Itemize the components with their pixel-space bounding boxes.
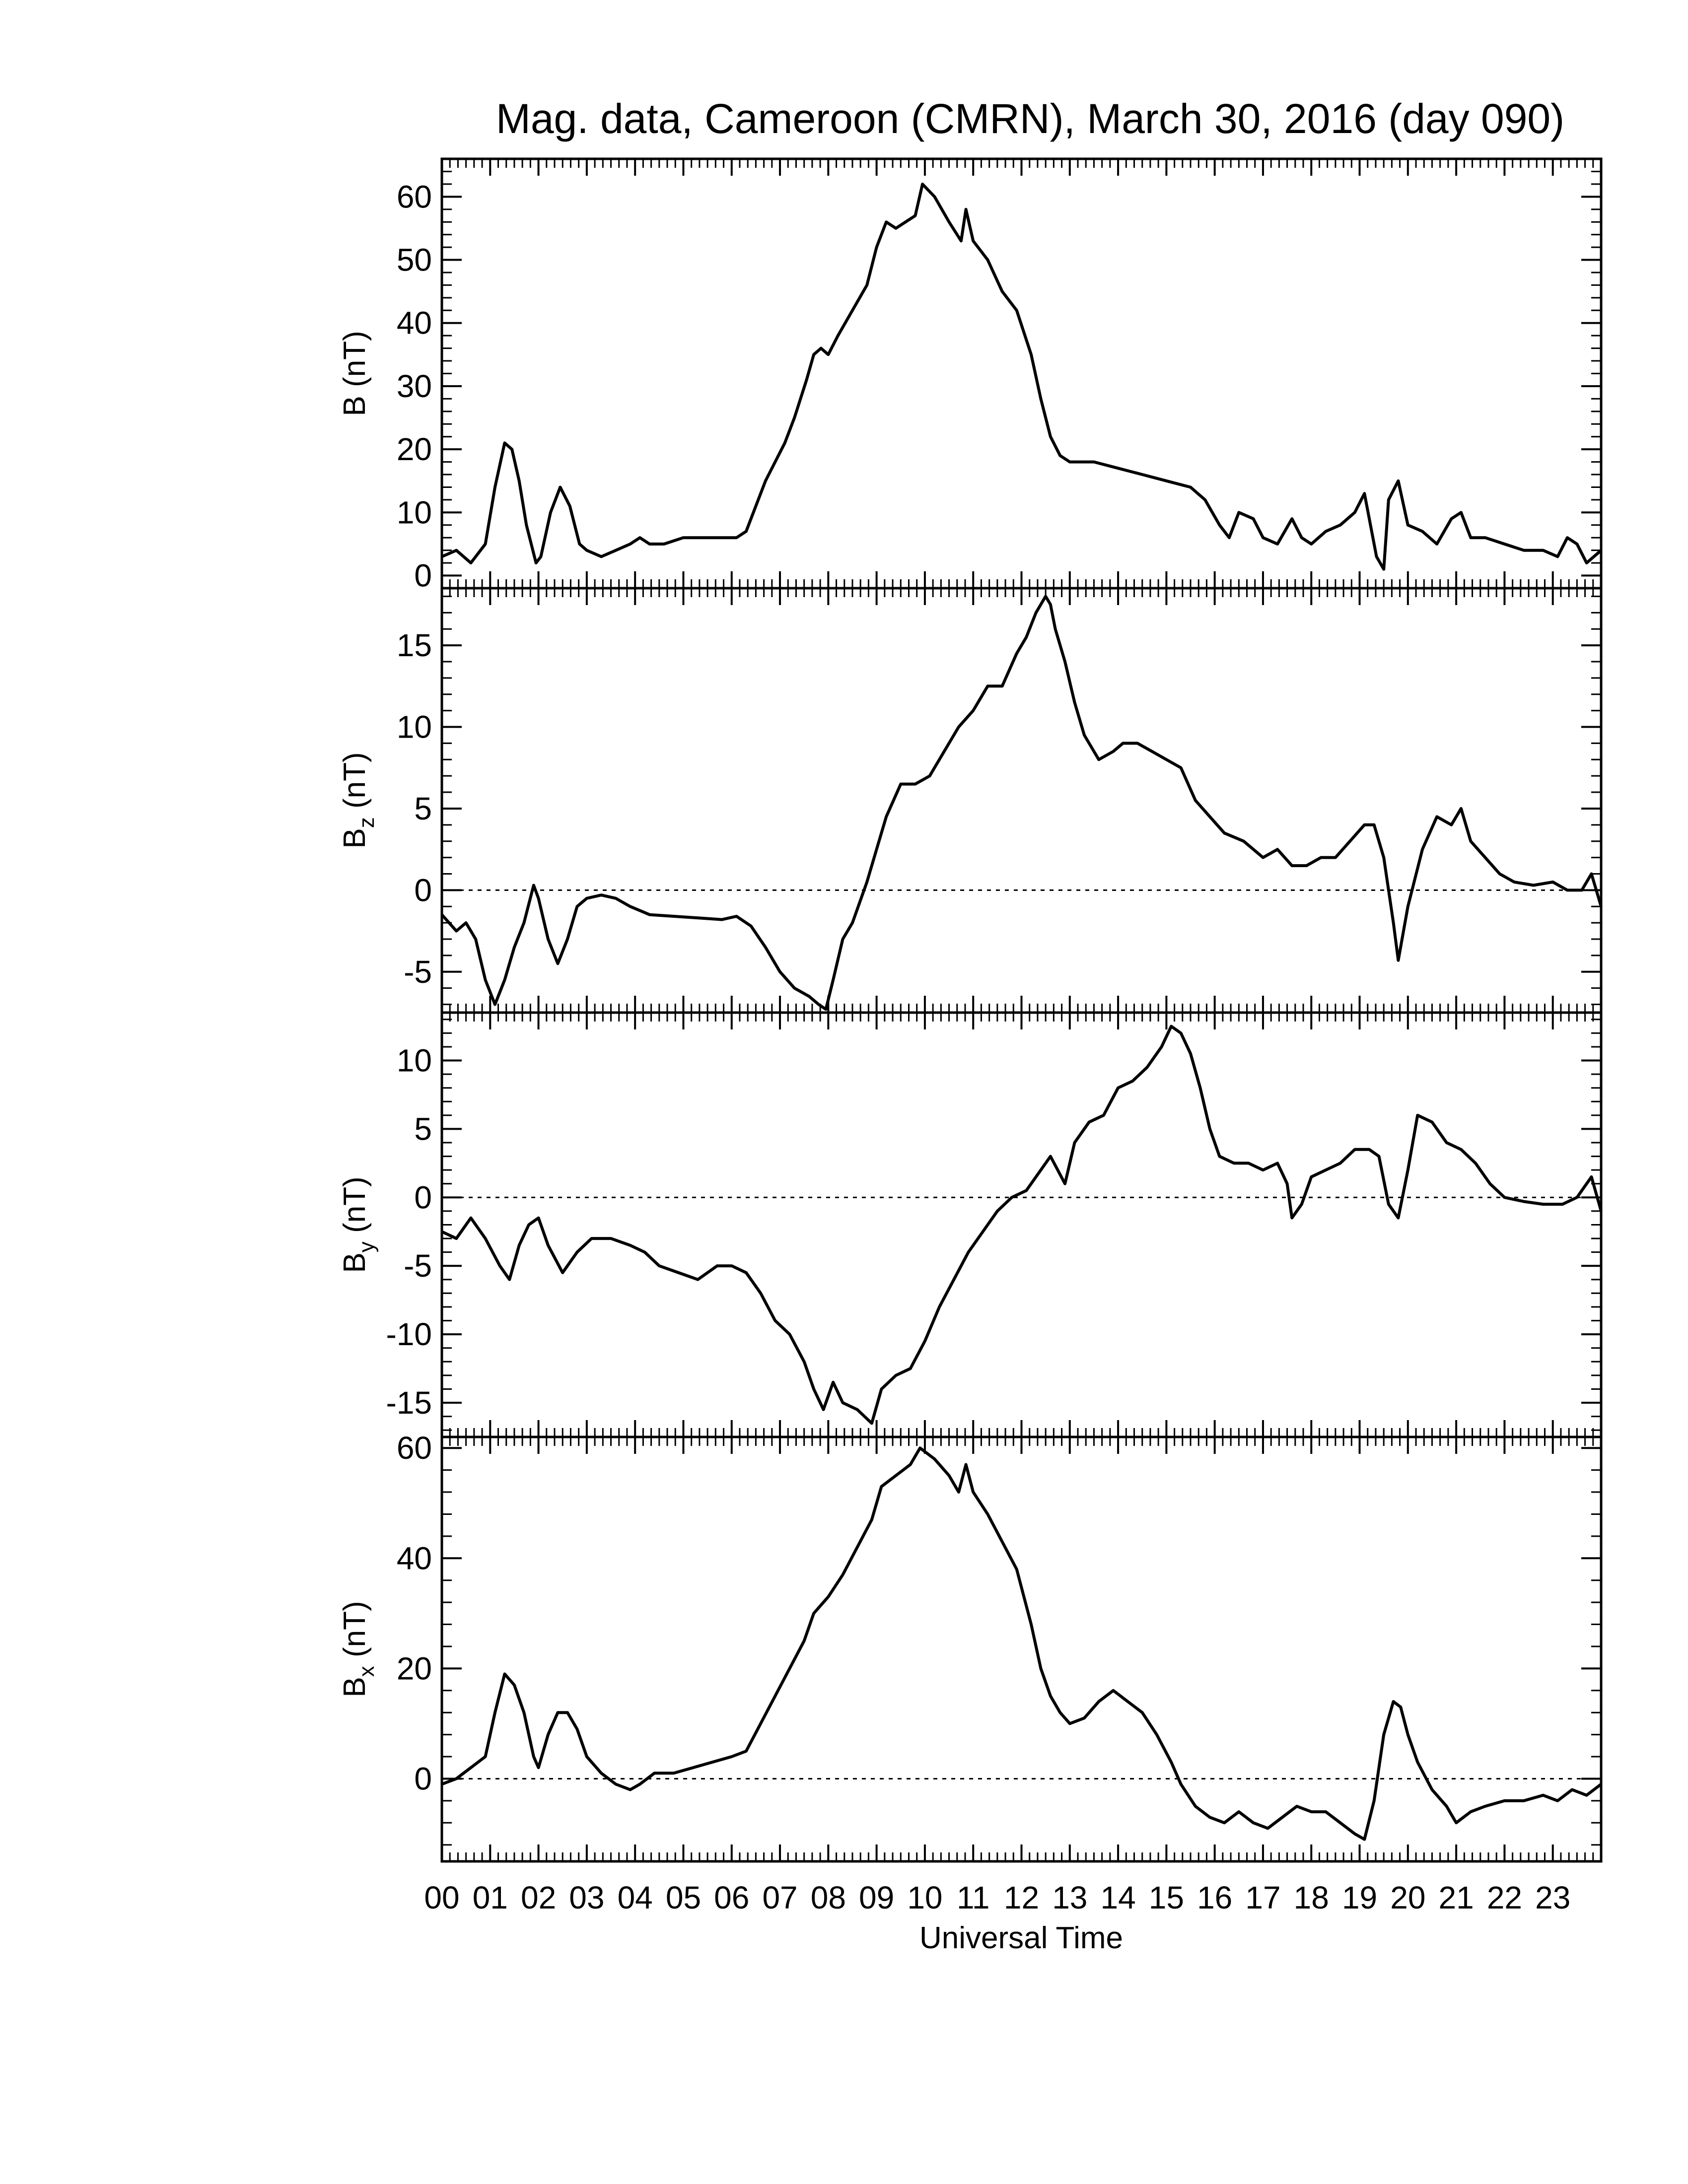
x-tick-label: 22: [1487, 1880, 1522, 1915]
y-tick-label: 20: [397, 431, 432, 467]
panel-bx: 0 20 40 60 Bx (nT): [338, 1430, 1603, 1863]
x-tick-label: 17: [1245, 1880, 1280, 1915]
panel-by: -15 -10 -5 0 5 10 By (nT): [338, 1011, 1603, 1438]
x-tick-label: 01: [473, 1880, 508, 1915]
x-tick-label: 16: [1197, 1880, 1232, 1915]
y-axis-label-main: B (nT): [338, 331, 372, 416]
y-axis-label-main: B: [338, 1252, 372, 1273]
y-tick-label: 60: [397, 1430, 432, 1466]
y-axis-label-unit: (nT): [338, 1176, 372, 1241]
x-tick-label: 20: [1390, 1880, 1425, 1915]
bx-trace: [441, 1446, 1602, 1841]
x-tick-label: 02: [521, 1880, 556, 1915]
x-tick-label: 14: [1100, 1880, 1135, 1915]
x-ticks: [441, 1437, 1602, 1861]
y-axis-label: By (nT): [338, 1176, 379, 1273]
x-tick-label: 09: [859, 1880, 894, 1915]
y-ticks: -5 0 5 10 15: [397, 595, 1601, 1006]
y-tick-label: 0: [414, 558, 432, 594]
y-tick-label: -5: [404, 1248, 432, 1284]
x-tick-label: 03: [569, 1880, 604, 1915]
x-tick-label: 21: [1439, 1880, 1474, 1915]
x-tick-label: 08: [811, 1880, 846, 1915]
x-tick-label: 12: [1004, 1880, 1039, 1915]
x-tick-label: 18: [1294, 1880, 1329, 1915]
y-axis-label-unit: (nT): [338, 752, 372, 817]
y-axis-label-subscript: z: [354, 817, 379, 828]
x-tick-label: 11: [957, 1880, 989, 1915]
bz-trace: [440, 595, 1603, 1011]
x-tick-label: 13: [1052, 1880, 1087, 1915]
x-tick-label: 00: [424, 1880, 459, 1915]
panel-frame: [440, 1011, 1603, 1438]
panel-frame: [440, 1435, 1603, 1863]
panel-frame: [440, 157, 1603, 590]
y-tick-label: 50: [397, 242, 432, 278]
y-tick-label: 5: [414, 1111, 432, 1147]
x-ticks: [441, 159, 1602, 588]
x-ticks: [441, 588, 1602, 1013]
y-tick-label: -15: [386, 1385, 432, 1421]
y-tick-label: 10: [397, 1043, 432, 1079]
y-tick-label: 15: [397, 627, 432, 663]
y-ticks: -15 -10 -5 0 5 10: [386, 1019, 1601, 1431]
x-tick-label: 07: [762, 1880, 797, 1915]
y-ticks: 0 20 40 60: [397, 1430, 1601, 1846]
x-tick-label: 06: [714, 1880, 749, 1915]
panel-frame: [440, 587, 1603, 1014]
y-axis-label-unit: (nT): [338, 1601, 372, 1666]
y-axis-label: Bz (nT): [338, 752, 379, 848]
x-tick-label: 10: [907, 1880, 942, 1915]
chart-title: Mag. data, Cameroon (CMRN), March 30, 20…: [496, 95, 1564, 142]
y-tick-label: 40: [397, 1540, 432, 1576]
y-axis-label-subscript: x: [354, 1666, 379, 1677]
y-tick-label: 0: [414, 872, 432, 908]
x-tick-label: 04: [618, 1880, 653, 1915]
by-trace: [441, 1024, 1603, 1425]
y-tick-label: -5: [404, 954, 432, 990]
x-tick-label: 23: [1535, 1880, 1570, 1915]
y-tick-label: -10: [386, 1316, 432, 1352]
y-tick-label: 10: [397, 494, 432, 530]
panel-bz: -5 0 5 10 15 Bz (nT): [338, 587, 1603, 1014]
y-axis-label: B (nT): [338, 331, 372, 416]
y-tick-label: 0: [414, 1179, 432, 1215]
y-tick-label: 10: [397, 709, 432, 745]
y-tick-label: 60: [397, 179, 432, 214]
x-ticks: [441, 1013, 1602, 1437]
panel-b: 0 10 20 30 40 50 60 B (nT): [338, 157, 1603, 594]
x-tick-label: 05: [666, 1880, 701, 1915]
y-tick-label: 5: [414, 791, 432, 826]
y-axis-label: Bx (nT): [338, 1601, 379, 1697]
x-axis-label: Universal Time: [919, 1921, 1123, 1955]
y-axis-label-main: B: [338, 828, 372, 848]
y-tick-label: 20: [397, 1650, 432, 1686]
y-tick-label: 30: [397, 368, 432, 404]
y-axis-label-main: B: [338, 1677, 372, 1697]
b-trace: [441, 182, 1602, 571]
y-tick-label: 40: [397, 305, 432, 341]
y-axis-label-subscript: y: [354, 1241, 379, 1252]
y-ticks: 0 10 20 30 40 50 60: [397, 158, 1601, 594]
x-tick-label: 15: [1149, 1880, 1184, 1915]
x-axis-tick-labels: 00 01 02 03 04 05 06 07 08 09 10 11 12 13 14 15 16 17 18 19…: [424, 1880, 1570, 1915]
x-tick-label: 19: [1342, 1880, 1377, 1915]
y-tick-label: 0: [414, 1761, 432, 1796]
